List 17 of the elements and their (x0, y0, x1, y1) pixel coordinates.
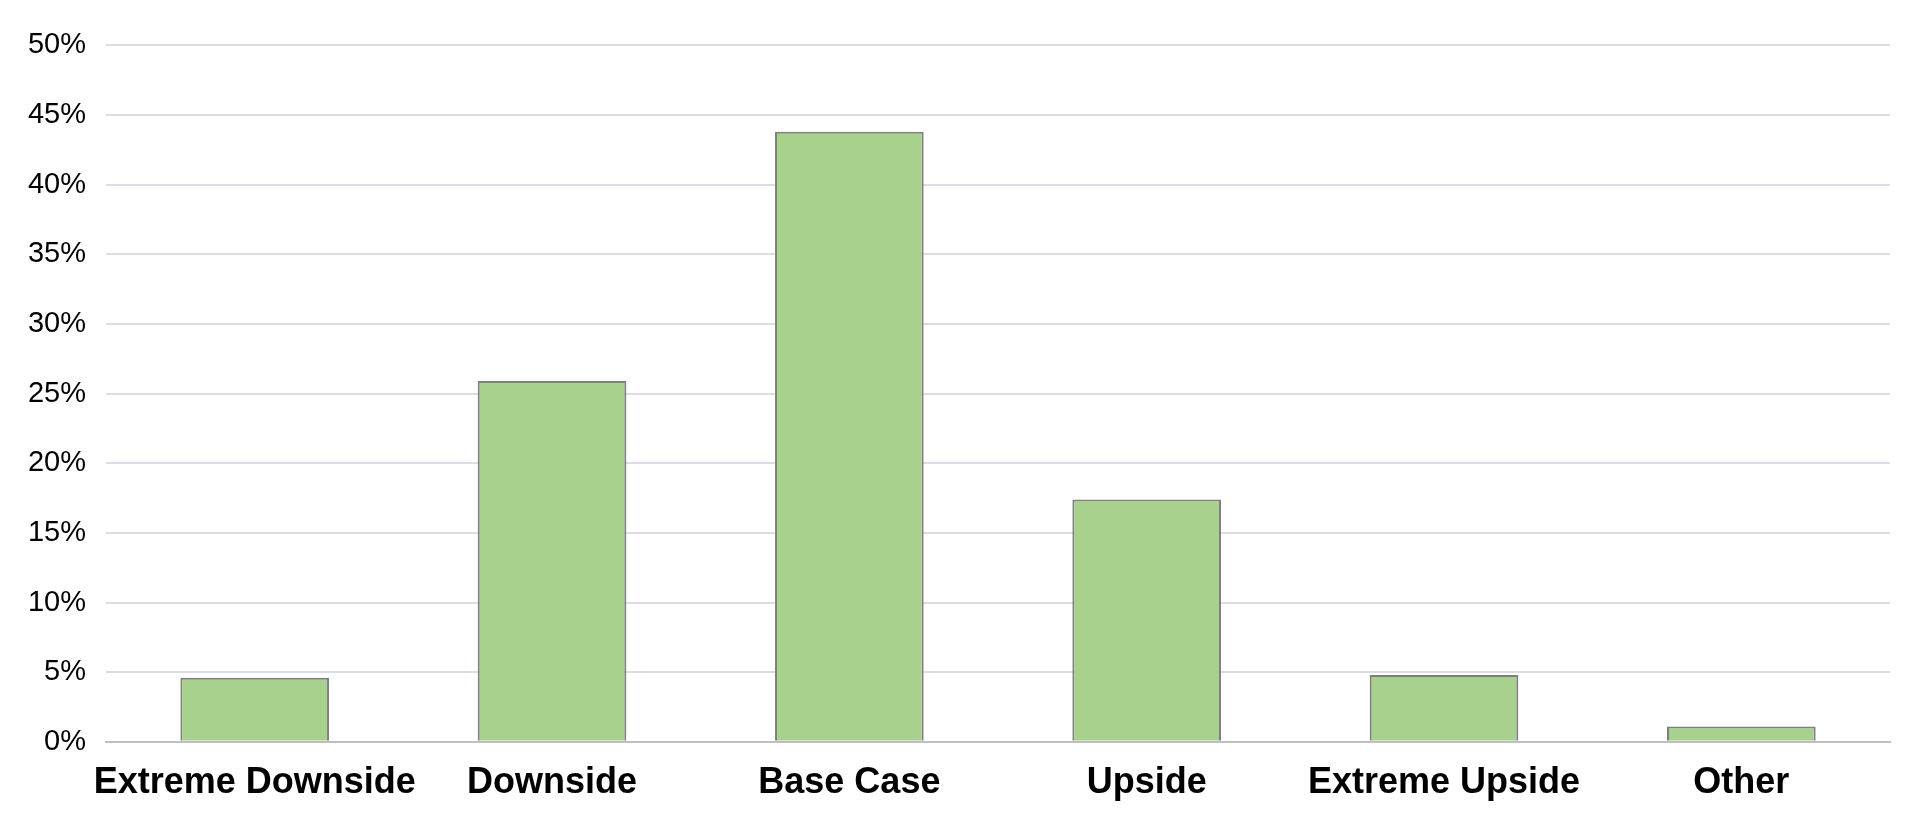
y-tick-label: 20% (28, 445, 87, 478)
x-tick-label: Upside (1086, 760, 1207, 802)
y-tick-label: 0% (44, 723, 87, 756)
y-tick-label: 45% (28, 97, 87, 130)
y-tick-label: 10% (28, 584, 87, 617)
y-tick-label: 25% (28, 375, 87, 408)
x-tick-label: Other (1693, 760, 1790, 802)
x-tick-label: Base Case (758, 760, 941, 802)
y-tick-label: 5% (44, 654, 87, 687)
y-tick-label: 15% (28, 514, 87, 547)
y-tick-label: 40% (28, 166, 87, 199)
y-tick-label: 30% (28, 305, 87, 338)
y-tick-label: 50% (28, 27, 87, 60)
x-tick-label: Extreme Upside (1307, 760, 1581, 802)
x-tick-label: Downside (467, 760, 638, 802)
x-tick-label: Extreme Downside (93, 760, 416, 802)
y-tick-label: 35% (28, 236, 87, 269)
